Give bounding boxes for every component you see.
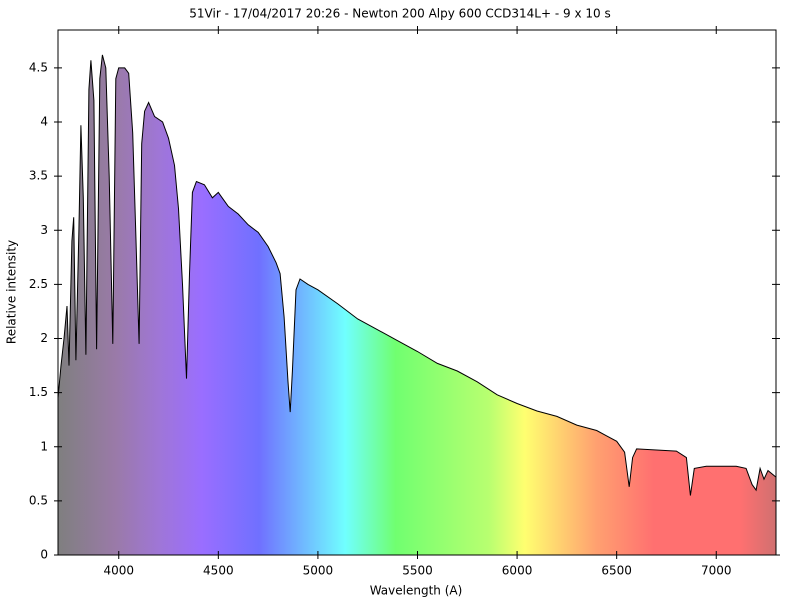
y-tick-label: 4.5 xyxy=(29,60,48,74)
y-tick-label: 2 xyxy=(40,331,48,345)
y-tick-label: 3.5 xyxy=(29,169,48,183)
x-tick-label: 4500 xyxy=(203,564,234,578)
spectrum-line xyxy=(57,54,777,496)
x-tick-label: 5000 xyxy=(303,564,334,578)
y-tick-label: 1 xyxy=(40,439,48,453)
x-tick-label: 6000 xyxy=(502,564,533,578)
y-tick-label: 2.5 xyxy=(29,277,48,291)
y-tick-label: 1.5 xyxy=(29,385,48,399)
x-tick-label: 4000 xyxy=(103,564,134,578)
y-axis-label: Relative intensity xyxy=(5,240,19,344)
y-tick-label: 0.5 xyxy=(29,493,48,507)
x-tick-label: 7000 xyxy=(701,564,732,578)
y-tick-label: 3 xyxy=(40,223,48,237)
x-tick-label: 6500 xyxy=(601,564,632,578)
x-axis-label: Wavelength (A) xyxy=(370,584,463,598)
y-tick-label: 0 xyxy=(40,548,48,562)
chart-title: 51Vir - 17/04/2017 20:26 - Newton 200 Al… xyxy=(189,7,610,21)
y-tick-label: 4 xyxy=(40,115,48,129)
x-tick-label: 5500 xyxy=(402,564,433,578)
spectrum-area xyxy=(58,54,776,556)
